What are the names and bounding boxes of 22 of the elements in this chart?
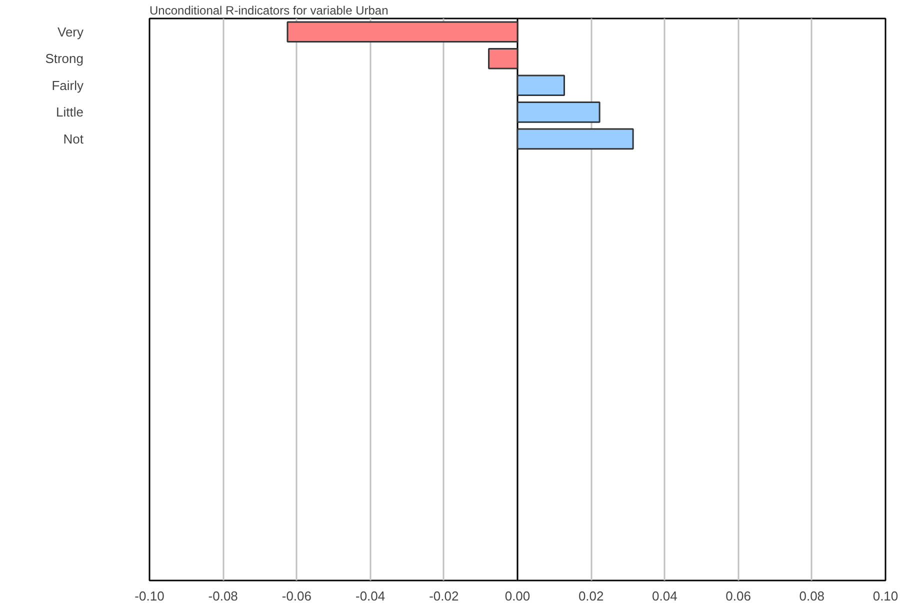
bar (516, 128, 634, 150)
x-tick-label: 0.04 (652, 588, 678, 603)
y-tick-label: Strong (45, 51, 84, 66)
x-tick-label: -0.02 (429, 588, 459, 603)
chart-title: Unconditional R-indicators for variable Urban (150, 4, 388, 18)
y-tick-label: Fairly (52, 78, 84, 93)
x-tick-label: -0.06 (282, 588, 312, 603)
y-tick-label: Not (63, 131, 84, 146)
x-tick-label: -0.10 (134, 588, 164, 603)
x-tick-label: 0.10 (872, 588, 898, 603)
bar (488, 48, 518, 70)
bar (516, 102, 600, 123)
x-tick-label: -0.04 (355, 588, 386, 603)
x-tick-label: 0.06 (726, 588, 751, 603)
bar (516, 74, 565, 96)
x-tick-label: -0.08 (208, 588, 238, 603)
x-tick-label: 0.00 (504, 588, 530, 603)
y-tick-label: Little (56, 104, 84, 120)
x-tick-label: 0.02 (578, 588, 604, 603)
y-tick-label: Very (57, 24, 84, 40)
bar (286, 21, 518, 43)
x-tick-label: 0.08 (799, 588, 825, 603)
